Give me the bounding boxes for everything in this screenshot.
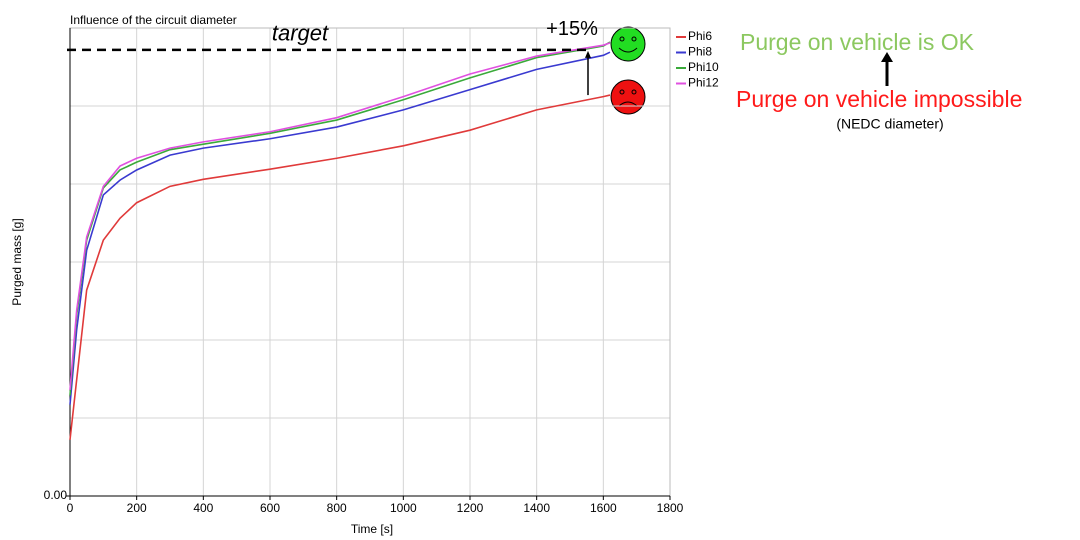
line-series (69, 51, 611, 405)
line-series (69, 94, 611, 440)
legend-label: Phi8 (688, 45, 712, 59)
x-axis-label: Time [s] (351, 522, 393, 536)
y-tick-label: 0.00 (44, 488, 68, 502)
ko-note: (NEDC diameter) (836, 116, 943, 132)
sad-face (610, 79, 646, 115)
x-tick-label: 400 (193, 501, 213, 515)
line-series (69, 42, 611, 390)
arrow-head (881, 52, 893, 62)
x-tick-label: 800 (327, 501, 347, 515)
x-tick-label: 1800 (657, 501, 684, 515)
x-tick-label: 600 (260, 501, 280, 515)
y-axis-label: Purged mass [g] (10, 218, 24, 305)
legend-label: Phi6 (688, 29, 712, 43)
x-tick-label: 1600 (590, 501, 617, 515)
line-series (69, 41, 611, 396)
x-tick-label: 0 (67, 501, 74, 515)
gain-label: +15% (546, 18, 598, 40)
x-tick-label: 1400 (523, 501, 550, 515)
ok-label: Purge on vehicle is OK (740, 29, 975, 55)
x-tick-label: 1000 (390, 501, 417, 515)
target-label: target (272, 21, 329, 46)
happy-face (610, 26, 646, 62)
ko-label: Purge on vehicle impossible (736, 86, 1022, 112)
chart-title: Influence of the circuit diameter (70, 13, 237, 27)
x-tick-label: 200 (127, 501, 147, 515)
legend-label: Phi10 (688, 60, 719, 74)
gain-arrow-head (585, 50, 591, 58)
legend-label: Phi12 (688, 76, 719, 90)
x-tick-label: 1200 (457, 501, 484, 515)
